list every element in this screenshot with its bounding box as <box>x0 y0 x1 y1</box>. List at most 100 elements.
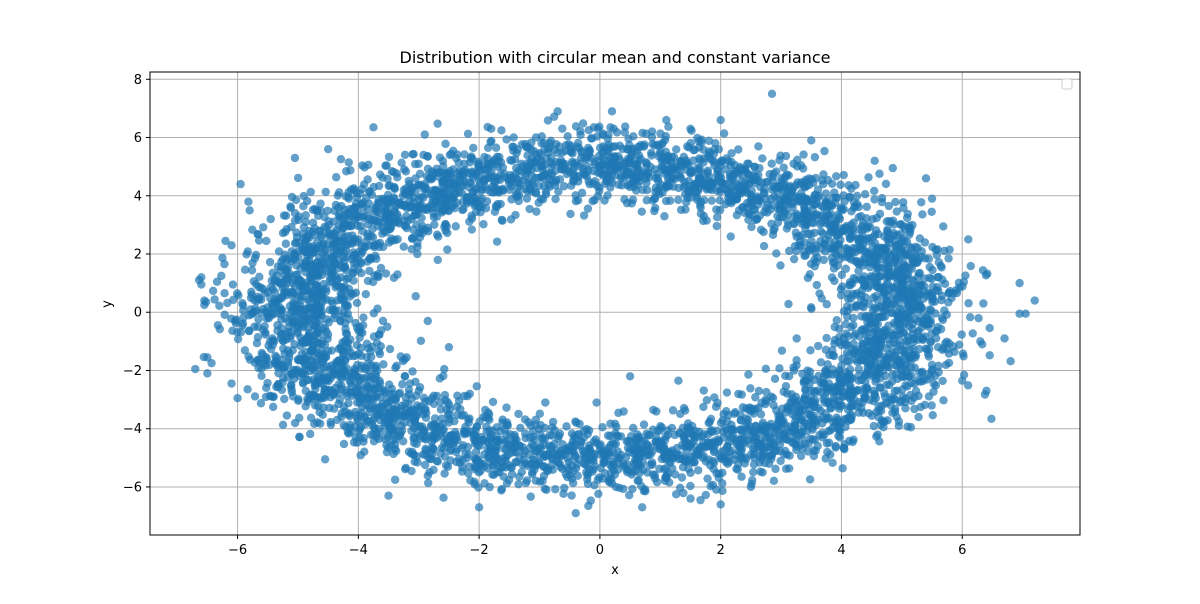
scatter-point <box>374 273 382 281</box>
scatter-point <box>363 373 371 381</box>
scatter-point <box>434 256 442 264</box>
scatter-point <box>309 219 317 227</box>
scatter-point <box>755 458 763 466</box>
scatter-point <box>620 158 628 166</box>
scatter-point <box>706 427 714 435</box>
scatter-point <box>710 448 718 456</box>
scatter-point <box>433 119 441 127</box>
scatter-point <box>582 425 590 433</box>
scatter-point <box>922 174 930 182</box>
scatter-point <box>776 447 784 455</box>
scatter-point <box>541 485 549 493</box>
scatter-point <box>455 397 463 405</box>
scatter-point <box>626 372 634 380</box>
scatter-point <box>810 229 818 237</box>
scatter-point <box>885 202 893 210</box>
scatter-point <box>647 149 655 157</box>
scatter-point <box>441 140 449 148</box>
scatter-point <box>602 446 610 454</box>
scatter-point <box>925 255 933 263</box>
scatter-point <box>423 152 431 160</box>
scatter-point <box>756 467 764 475</box>
scatter-point <box>710 161 718 169</box>
scatter-point <box>914 272 922 280</box>
scatter-point <box>364 391 372 399</box>
scatter-point <box>458 206 466 214</box>
scatter-point <box>964 381 972 389</box>
scatter-point <box>357 259 365 267</box>
scatter-point <box>527 138 535 146</box>
scatter-point <box>627 153 635 161</box>
scatter-point <box>202 298 210 306</box>
scatter-point <box>885 268 893 276</box>
scatter-point <box>368 191 376 199</box>
scatter-point <box>877 302 885 310</box>
scatter-point <box>723 388 731 396</box>
scatter-point <box>940 306 948 314</box>
scatter-point <box>827 201 835 209</box>
scatter-point <box>864 237 872 245</box>
scatter-point <box>575 455 583 463</box>
scatter-point <box>287 223 295 231</box>
scatter-point <box>245 206 253 214</box>
scatter-point <box>851 181 859 189</box>
scatter-point <box>279 344 287 352</box>
scatter-point <box>832 172 840 180</box>
scatter-point <box>917 281 925 289</box>
scatter-point <box>254 315 262 323</box>
scatter-point <box>905 372 913 380</box>
scatter-point <box>623 437 631 445</box>
scatter-point <box>288 388 296 396</box>
scatter-point <box>453 184 461 192</box>
scatter-point <box>384 491 392 499</box>
scatter-point <box>592 439 600 447</box>
scatter-point <box>739 439 747 447</box>
scatter-point <box>479 220 487 228</box>
scatter-point <box>501 437 509 445</box>
scatter-point <box>414 204 422 212</box>
scatter-point <box>715 437 723 445</box>
scatter-point <box>441 220 449 228</box>
scatter-point <box>299 357 307 365</box>
scatter-point <box>345 210 353 218</box>
scatter-point <box>445 415 453 423</box>
scatter-point <box>429 444 437 452</box>
scatter-point <box>782 172 790 180</box>
scatter-point <box>526 444 534 452</box>
scatter-point <box>939 222 947 230</box>
scatter-point <box>480 153 488 161</box>
scatter-point <box>356 451 364 459</box>
scatter-point <box>705 419 713 427</box>
scatter-point <box>408 234 416 242</box>
scatter-point <box>505 476 513 484</box>
scatter-point <box>514 197 522 205</box>
scatter-point <box>807 237 815 245</box>
scatter-point <box>833 231 841 239</box>
scatter-point <box>332 238 340 246</box>
scatter-point <box>545 441 553 449</box>
scatter-point <box>613 128 621 136</box>
scatter-point <box>822 189 830 197</box>
scatter-point <box>889 164 897 172</box>
scatter-point <box>728 175 736 183</box>
scatter-point <box>293 233 301 241</box>
scatter-point <box>415 195 423 203</box>
scatter-point <box>250 323 258 331</box>
scatter-point <box>255 236 263 244</box>
scatter-point <box>480 165 488 173</box>
scatter-point <box>575 144 583 152</box>
scatter-point <box>606 432 614 440</box>
scatter-point <box>727 149 735 157</box>
scatter-point <box>502 403 510 411</box>
scatter-point <box>625 491 633 499</box>
scatter-point <box>706 149 714 157</box>
scatter-point <box>979 299 987 307</box>
scatter-point <box>425 397 433 405</box>
scatter-point <box>829 351 837 359</box>
scatter-point <box>1000 334 1008 342</box>
scatter-point <box>550 146 558 154</box>
scatter-point <box>582 155 590 163</box>
scatter-point <box>905 297 913 305</box>
scatter-point <box>381 389 389 397</box>
scatter-point <box>889 339 897 347</box>
